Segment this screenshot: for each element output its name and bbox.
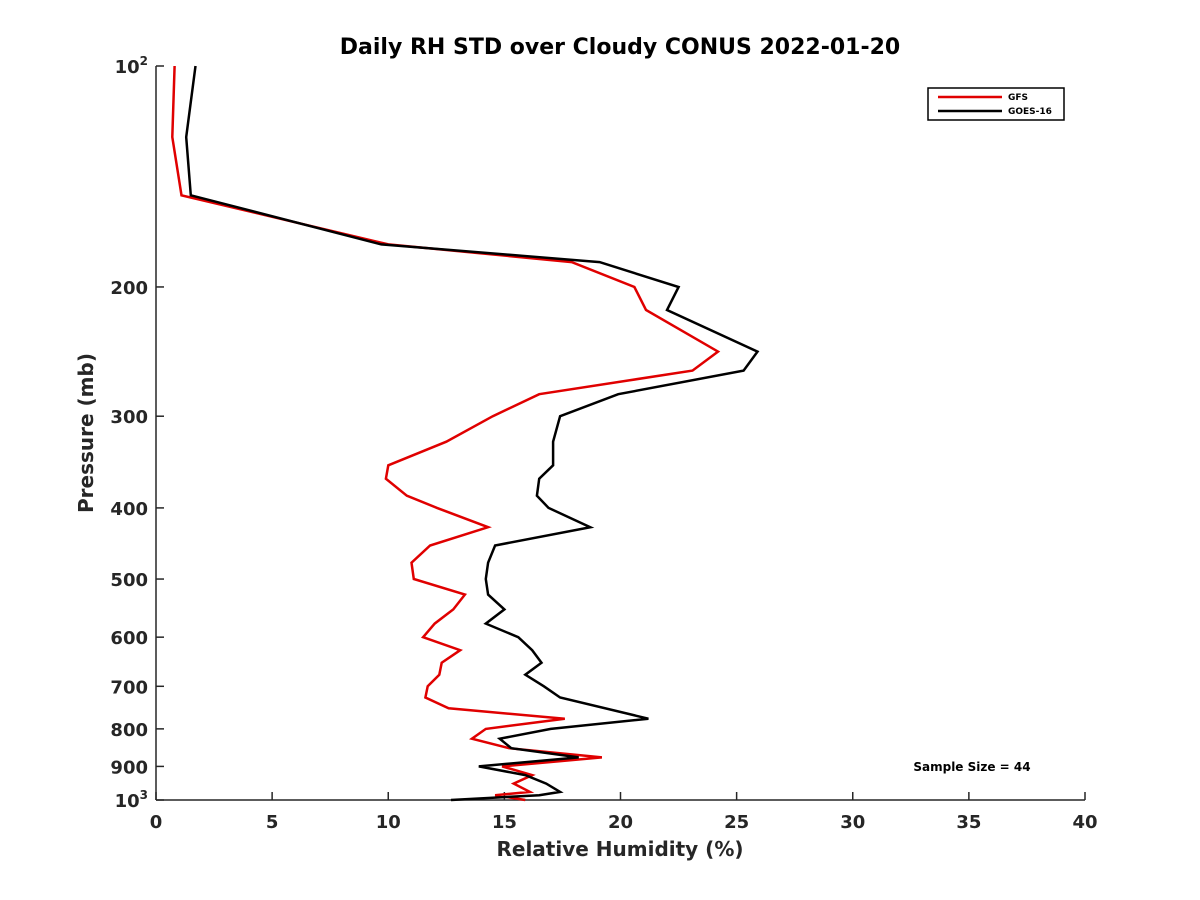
x-tick-label: 15 — [492, 812, 517, 833]
plot-area — [155, 66, 1085, 801]
x-tick-label: 10 — [376, 812, 401, 833]
x-tick-label: 30 — [840, 812, 865, 833]
x-tick-label: 25 — [724, 812, 749, 833]
y-tick-label: 400 — [110, 499, 148, 520]
y-tick-label: 200 — [110, 278, 148, 299]
y-tick-label: 500 — [110, 570, 148, 591]
x-tick-label: 40 — [1072, 812, 1097, 833]
legend-label-goes16: GOES-16 — [1008, 107, 1052, 117]
y-tick-label: 600 — [110, 628, 148, 649]
x-tick-label: 5 — [266, 812, 279, 833]
legend-label-gfs: GFS — [1008, 93, 1028, 103]
y-tick-label: 900 — [110, 757, 148, 778]
series-line-goes16 — [184, 65, 760, 802]
x-ticks: 0 5 10 15 20 25 30 35 40 — [150, 792, 1098, 833]
y-tick-label: 800 — [110, 720, 148, 741]
legend: GFS GOES-16 — [927, 87, 1065, 121]
x-tick-label: 0 — [150, 812, 163, 833]
x-tick-label: 35 — [956, 812, 981, 833]
series-line-gfs — [171, 65, 721, 802]
y-tick-label: 700 — [110, 677, 148, 698]
y-tick-label: 103 — [115, 788, 148, 812]
x-axis-label: Relative Humidity (%) — [496, 837, 743, 861]
y-tick-label: 300 — [110, 407, 148, 428]
y-axis-label: Pressure (mb) — [74, 353, 98, 513]
legend-box — [927, 87, 1065, 121]
sample-size-annotation: Sample Size = 44 — [913, 760, 1030, 774]
x-tick-label: 20 — [608, 812, 633, 833]
y-ticks: 102 200 300 400 500 600 700 800 900 103 — [110, 54, 164, 812]
series-lines — [171, 65, 760, 802]
chart-title: Daily RH STD over Cloudy CONUS 2022-01-2… — [340, 35, 900, 60]
y-tick-label: 102 — [115, 54, 148, 78]
